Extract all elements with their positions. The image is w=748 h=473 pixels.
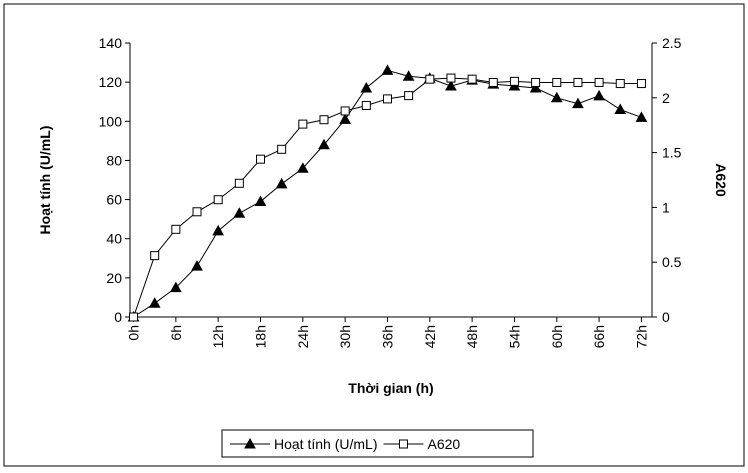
marker-square	[552, 77, 562, 87]
marker-square	[340, 106, 350, 116]
marker-square	[361, 100, 371, 110]
marker-square	[404, 91, 414, 101]
x-axis-title: Thời gian (h)	[348, 380, 433, 396]
marker-square	[398, 439, 408, 449]
x-tick-label: 30h	[337, 325, 353, 348]
marker-square	[509, 76, 519, 86]
marker-square	[150, 251, 160, 261]
x-tick-label: 0h	[126, 325, 142, 341]
y-tick-label: 120	[99, 74, 123, 90]
y-tick-label: 80	[106, 152, 122, 168]
marker-square	[382, 94, 392, 104]
marker-triangle	[148, 297, 161, 308]
marker-square	[277, 144, 287, 154]
legend-label: Hoạt tính (U/mL)	[274, 436, 377, 452]
marker-square	[171, 224, 181, 234]
marker-square	[636, 79, 646, 89]
y2-tick-label: 1.5	[662, 145, 682, 161]
x-tick-label: 42h	[422, 325, 438, 348]
marker-triangle	[529, 81, 542, 93]
y-tick-label: 140	[99, 35, 123, 51]
x-tick-label: 72h	[633, 325, 649, 348]
marker-triangle	[318, 138, 330, 150]
legend-box	[221, 429, 534, 458]
x-tick-label: 24h	[295, 325, 311, 348]
marker-square	[488, 77, 498, 87]
x-tick-label: 6h	[168, 325, 184, 341]
x-tick-label: 48h	[464, 325, 480, 348]
marker-triangle	[244, 437, 256, 449]
x-tick-label: 36h	[379, 325, 395, 348]
marker-square	[531, 77, 541, 87]
marker-square	[594, 77, 604, 87]
legend-label: A620	[427, 436, 460, 452]
marker-triangle	[233, 207, 246, 218]
y2-tick-label: 2	[662, 90, 670, 106]
marker-square	[615, 79, 625, 89]
y-tick-label: 0	[114, 309, 122, 325]
marker-triangle	[593, 89, 605, 101]
marker-triangle	[254, 195, 267, 207]
marker-triangle	[381, 64, 394, 75]
y-tick-label: 20	[106, 270, 122, 286]
marker-triangle	[550, 91, 563, 103]
marker-triangle	[445, 80, 457, 91]
x-tick-label: 54h	[506, 325, 522, 348]
y-tick-label: 60	[106, 192, 122, 208]
y-tick-label: 40	[106, 231, 122, 247]
marker-triangle	[614, 103, 627, 115]
marker-triangle	[170, 281, 182, 293]
marker-square	[256, 154, 265, 164]
marker-triangle	[275, 177, 288, 189]
x-tick-label: 66h	[591, 325, 607, 348]
y2-axis-title: A620	[713, 163, 729, 197]
y2-tick-label: 1	[662, 199, 670, 215]
marker-square	[446, 73, 456, 83]
marker-square	[425, 74, 435, 84]
marker-square	[234, 178, 244, 188]
marker-square	[213, 195, 223, 205]
marker-triangle	[191, 260, 203, 271]
marker-square	[129, 312, 139, 322]
marker-triangle	[572, 97, 584, 109]
y2-tick-label: 2.5	[662, 35, 682, 51]
marker-square	[467, 74, 477, 84]
marker-triangle	[360, 81, 373, 93]
x-tick-label: 18h	[253, 325, 269, 348]
marker-triangle	[339, 113, 351, 124]
marker-square	[319, 115, 329, 125]
x-tick-label: 60h	[549, 325, 565, 348]
marker-square	[298, 119, 308, 129]
marker-triangle	[296, 162, 309, 173]
y2-tick-label: 0.5	[662, 254, 682, 270]
y-tick-label: 100	[99, 113, 123, 129]
x-tick-label: 12h	[210, 325, 226, 348]
marker-triangle	[402, 70, 415, 81]
marker-square	[573, 77, 583, 87]
y2-tick-label: 0	[662, 309, 670, 325]
marker-triangle	[635, 111, 648, 122]
y-axis-title: Hoạt tính (U/mL)	[37, 126, 53, 235]
marker-square	[192, 207, 202, 217]
marker-triangle	[212, 224, 225, 236]
